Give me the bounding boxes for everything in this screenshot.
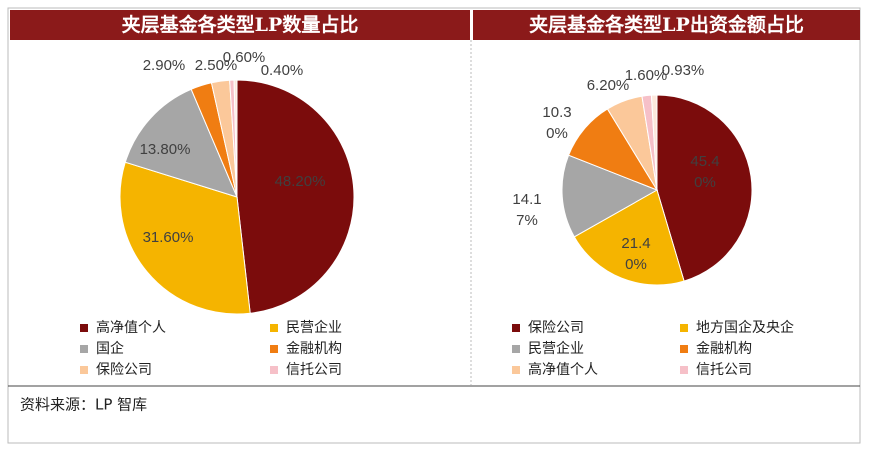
slice bbox=[573, 189, 685, 286]
legend-label: 民营企业 bbox=[286, 319, 342, 336]
legend-swatch bbox=[680, 366, 688, 374]
legend-swatch bbox=[512, 345, 520, 353]
legend-swatch bbox=[270, 324, 278, 332]
data-label: 14.17% bbox=[512, 191, 542, 229]
legend-swatch bbox=[270, 366, 278, 374]
legend-swatch bbox=[80, 366, 88, 374]
frame bbox=[7, 7, 861, 444]
data-label: 0.60% bbox=[222, 49, 266, 66]
slice bbox=[656, 94, 753, 282]
data-label: 45.40% bbox=[690, 153, 720, 191]
data-label: 31.60% bbox=[142, 229, 194, 246]
data-label: 2.90% bbox=[142, 57, 186, 74]
legend-swatch bbox=[80, 345, 88, 353]
slice bbox=[119, 161, 251, 315]
slice bbox=[124, 88, 238, 198]
legend-label: 国企 bbox=[96, 340, 124, 357]
chart-title: 夹层基金各类型LP数量占比 bbox=[122, 13, 359, 36]
legend-label: 金融机构 bbox=[696, 341, 752, 357]
chart-title: 夹层基金各类型LP出资金额占比 bbox=[529, 13, 804, 36]
legend-swatch bbox=[270, 345, 278, 353]
legend-label: 高净值个人 bbox=[96, 319, 166, 336]
slice bbox=[650, 94, 658, 191]
slice bbox=[561, 154, 659, 238]
data-label: 48.20% bbox=[274, 173, 326, 190]
legend-swatch bbox=[680, 324, 688, 332]
legend-swatch bbox=[512, 366, 520, 374]
legend-swatch bbox=[512, 324, 520, 332]
data-label: 2.50% bbox=[194, 57, 238, 74]
legend-swatch bbox=[680, 345, 688, 353]
legend-label: 民营企业 bbox=[528, 340, 584, 357]
data-label: 0.93% bbox=[661, 62, 705, 79]
title-bar bbox=[10, 10, 470, 40]
legend-label: 保险公司 bbox=[528, 320, 584, 336]
legend-label: 地方国企及央企 bbox=[696, 319, 794, 336]
legend-label: 保险公司 bbox=[96, 362, 152, 378]
legend-swatch bbox=[80, 324, 88, 332]
title-bar bbox=[473, 10, 860, 40]
data-label: 21.40% bbox=[621, 235, 651, 273]
data-label: 1.60% bbox=[624, 67, 668, 84]
data-label: 0.40% bbox=[260, 62, 304, 79]
source: 资料来源：LP 智库 bbox=[20, 396, 147, 414]
slice bbox=[233, 79, 238, 198]
slice bbox=[236, 79, 355, 314]
data-label: 6.20% bbox=[586, 77, 630, 94]
legend-label: 信托公司 bbox=[696, 362, 752, 378]
legend-label: 信托公司 bbox=[286, 362, 342, 378]
legend-label: 金融机构 bbox=[286, 341, 342, 357]
legend-label: 高净值个人 bbox=[528, 361, 598, 378]
data-label: 10.30% bbox=[542, 104, 572, 142]
data-label: 13.80% bbox=[139, 141, 191, 158]
